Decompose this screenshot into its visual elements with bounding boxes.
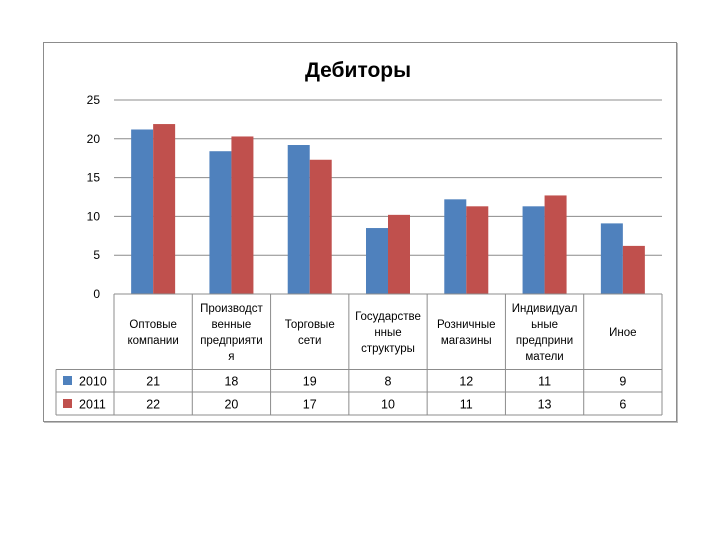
data-table-value: 18	[224, 375, 238, 389]
bar-2010-5	[522, 206, 545, 294]
data-table-value: 21	[146, 375, 160, 389]
bar-2010-4	[444, 199, 467, 294]
category-label: Индивидуал	[512, 303, 578, 315]
category-label: магазины	[441, 335, 492, 347]
legend-key-2011	[63, 399, 72, 408]
bar-2011-5	[544, 195, 567, 294]
data-table-value: 20	[224, 398, 238, 412]
category-label: нные	[374, 327, 401, 339]
data-table-value: 9	[619, 375, 626, 389]
category-label: Производст	[200, 303, 263, 315]
category-label: сети	[298, 335, 321, 347]
category-label: предприяти	[200, 335, 262, 347]
bar-2011-6	[622, 245, 645, 294]
y-tick-label: 5	[93, 248, 100, 262]
data-table-value: 11	[460, 398, 473, 412]
category-label: структуры	[361, 343, 415, 355]
bar-chart: Дебиторы 0 5 10 15 20 25 Оптовые компании Произ…	[55, 59, 663, 416]
data-table-value: 17	[303, 398, 317, 412]
y-tick-label: 20	[87, 132, 101, 146]
y-tick-label: 15	[87, 171, 101, 185]
chart-title: Дебиторы	[305, 59, 411, 82]
bar-2011-2	[309, 159, 332, 294]
bar-2010-0	[131, 129, 154, 294]
category-label: предприни	[516, 335, 573, 347]
category-label: я	[228, 351, 234, 363]
chart-frame: Дебиторы 0 5 10 15 20 25 Оптовые компании Произ…	[43, 42, 677, 422]
data-table-value: 10	[381, 398, 395, 412]
legend-label: 2011	[79, 398, 106, 412]
category-label: Иное	[609, 327, 636, 339]
category-label: Розничные	[437, 319, 495, 331]
data-table-value: 22	[146, 398, 160, 412]
legend-label: 2010	[79, 375, 107, 389]
bar-2011-3	[388, 214, 410, 294]
data-table-value: 8	[385, 375, 392, 389]
bar-2011-4	[466, 206, 489, 294]
category-label: Оптовые	[129, 319, 176, 331]
category-label: ьные	[531, 319, 558, 331]
y-tick-label: 25	[87, 93, 101, 107]
bar-2011-0	[153, 124, 176, 294]
y-tick-label: 0	[93, 287, 100, 301]
category-label: компании	[127, 335, 178, 347]
category-label: Торговые	[285, 319, 335, 331]
legend-key-2010	[63, 376, 72, 385]
data-table-value: 6	[619, 398, 626, 412]
category-label: венные	[212, 319, 252, 331]
category-label: Государстве	[355, 311, 421, 323]
data-table-value: 11	[538, 375, 551, 389]
bar-2010-6	[600, 223, 623, 294]
data-table-value: 13	[538, 398, 552, 412]
bar-2011-1	[231, 136, 254, 294]
bar-2010-2	[287, 145, 310, 294]
data-table-value: 12	[459, 375, 473, 389]
data-table-value: 19	[303, 375, 317, 389]
bar-2010-1	[209, 151, 232, 294]
category-label: матели	[525, 351, 563, 363]
y-tick-label: 10	[87, 209, 101, 223]
bar-2010-3	[366, 228, 388, 294]
